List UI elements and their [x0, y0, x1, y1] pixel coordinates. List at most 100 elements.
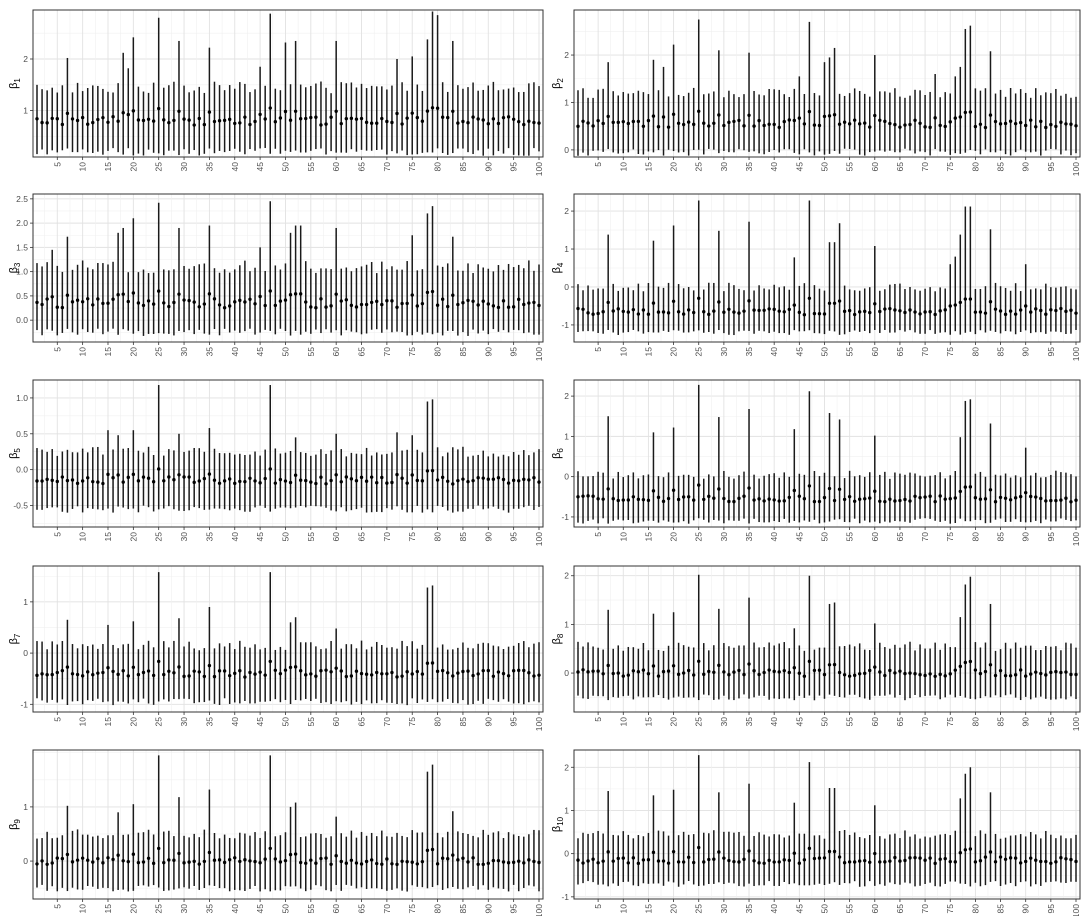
point-50 — [283, 109, 288, 114]
point-87 — [471, 856, 475, 860]
point-72 — [933, 499, 937, 504]
point-99 — [1069, 857, 1073, 862]
x-tick-label: 10 — [618, 717, 628, 727]
x-tick-label: 25 — [154, 532, 164, 542]
point-38 — [222, 306, 227, 310]
point-54 — [304, 116, 308, 121]
point-40 — [233, 671, 237, 676]
point-1 — [576, 495, 580, 499]
point-76 — [953, 116, 957, 120]
point-17 — [656, 310, 661, 314]
y-tick-label: 1.0 — [16, 393, 28, 403]
point-88 — [476, 862, 480, 867]
point-30 — [182, 861, 186, 865]
point-72 — [933, 861, 937, 866]
point-86 — [466, 479, 470, 484]
point-5 — [596, 118, 600, 123]
point-54 — [304, 478, 308, 483]
point-55 — [309, 672, 313, 676]
point-63 — [888, 497, 892, 501]
point-45 — [797, 116, 802, 120]
y-tick-label: 2 — [564, 762, 569, 772]
point-6 — [60, 668, 65, 673]
point-80 — [973, 668, 978, 672]
point-59 — [868, 125, 872, 129]
point-9 — [616, 120, 620, 125]
x-tick-label: 80 — [970, 904, 980, 914]
x-tick-label: 55 — [845, 904, 855, 914]
y-tick-label: 1 — [564, 805, 569, 815]
point-55 — [847, 308, 852, 313]
point-84 — [993, 500, 998, 504]
point-20 — [131, 291, 136, 295]
point-63 — [888, 859, 892, 863]
point-13 — [96, 480, 100, 484]
x-tick-label: 55 — [845, 532, 855, 542]
x-tick-label: 65 — [357, 162, 367, 172]
point-89 — [1018, 120, 1023, 125]
point-20 — [671, 664, 676, 668]
point-68 — [375, 480, 379, 485]
point-34 — [742, 672, 746, 677]
point-58 — [863, 671, 867, 676]
point-3 — [586, 494, 590, 498]
point-45 — [797, 861, 802, 865]
point-29 — [177, 851, 181, 856]
point-7 — [65, 478, 70, 483]
point-49 — [278, 671, 283, 676]
point-36 — [212, 478, 217, 482]
point-43 — [787, 858, 791, 863]
x-tick-label: 45 — [794, 347, 804, 357]
x-tick-label: 75 — [407, 904, 417, 914]
x-tick-label: 90 — [483, 532, 493, 542]
point-44 — [792, 665, 797, 670]
point-5 — [55, 479, 59, 484]
x-tick-label: 10 — [78, 532, 88, 542]
point-95 — [1049, 670, 1053, 675]
point-97 — [1059, 306, 1063, 311]
x-tick-label: 25 — [154, 162, 164, 172]
point-4 — [591, 124, 595, 128]
point-41 — [238, 298, 242, 303]
point-10 — [80, 674, 85, 678]
point-48 — [812, 499, 817, 504]
x-tick-label: 45 — [794, 532, 804, 542]
plot-border — [32, 9, 544, 158]
x-tick-label: 20 — [669, 532, 679, 542]
point-16 — [651, 850, 656, 855]
point-10 — [80, 856, 85, 860]
point-85 — [998, 668, 1003, 673]
point-70 — [923, 310, 927, 314]
point-72 — [933, 116, 937, 120]
point-22 — [681, 495, 686, 499]
x-tick-label: 50 — [280, 162, 290, 172]
point-96 — [1054, 498, 1058, 503]
point-6 — [601, 309, 605, 314]
point-58 — [324, 482, 328, 486]
point-69 — [918, 312, 922, 316]
point-13 — [96, 856, 100, 861]
y-tick-label: 1.0 — [16, 267, 28, 277]
point-79 — [968, 485, 973, 489]
point-32 — [192, 300, 196, 304]
point-91 — [491, 304, 496, 308]
point-8 — [611, 309, 615, 313]
point-50 — [822, 672, 827, 677]
point-27 — [167, 120, 171, 125]
point-67 — [908, 122, 912, 127]
y-tick-label: 2 — [564, 206, 569, 216]
x-tick-label: 95 — [1046, 904, 1056, 914]
point-28 — [172, 671, 176, 675]
point-69 — [918, 495, 922, 500]
x-tick-label: 40 — [230, 717, 240, 727]
point-53 — [298, 117, 303, 121]
x-tick-label: 80 — [433, 717, 443, 727]
point-94 — [506, 481, 511, 485]
point-76 — [415, 862, 420, 866]
point-43 — [248, 476, 252, 480]
point-6 — [60, 856, 65, 861]
point-76 — [953, 303, 957, 307]
point-56 — [852, 499, 857, 503]
point-49 — [817, 668, 822, 672]
